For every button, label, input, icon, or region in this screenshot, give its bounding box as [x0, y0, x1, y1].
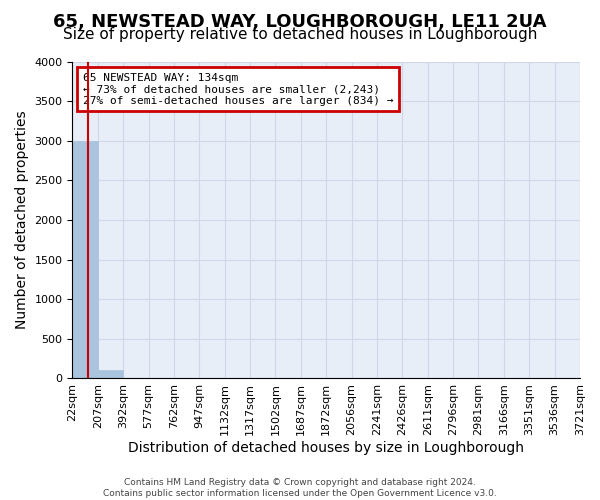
Bar	[73, 140, 98, 378]
Text: 65, NEWSTEAD WAY, LOUGHBOROUGH, LE11 2UA: 65, NEWSTEAD WAY, LOUGHBOROUGH, LE11 2UA	[53, 12, 547, 30]
X-axis label: Distribution of detached houses by size in Loughborough: Distribution of detached houses by size …	[128, 441, 524, 455]
Y-axis label: Number of detached properties: Number of detached properties	[15, 110, 29, 330]
Text: Contains HM Land Registry data © Crown copyright and database right 2024.
Contai: Contains HM Land Registry data © Crown c…	[103, 478, 497, 498]
Text: Size of property relative to detached houses in Loughborough: Size of property relative to detached ho…	[63, 28, 537, 42]
Bar	[98, 370, 123, 378]
Text: 65 NEWSTEAD WAY: 134sqm
← 73% of detached houses are smaller (2,243)
27% of semi: 65 NEWSTEAD WAY: 134sqm ← 73% of detache…	[83, 72, 393, 106]
